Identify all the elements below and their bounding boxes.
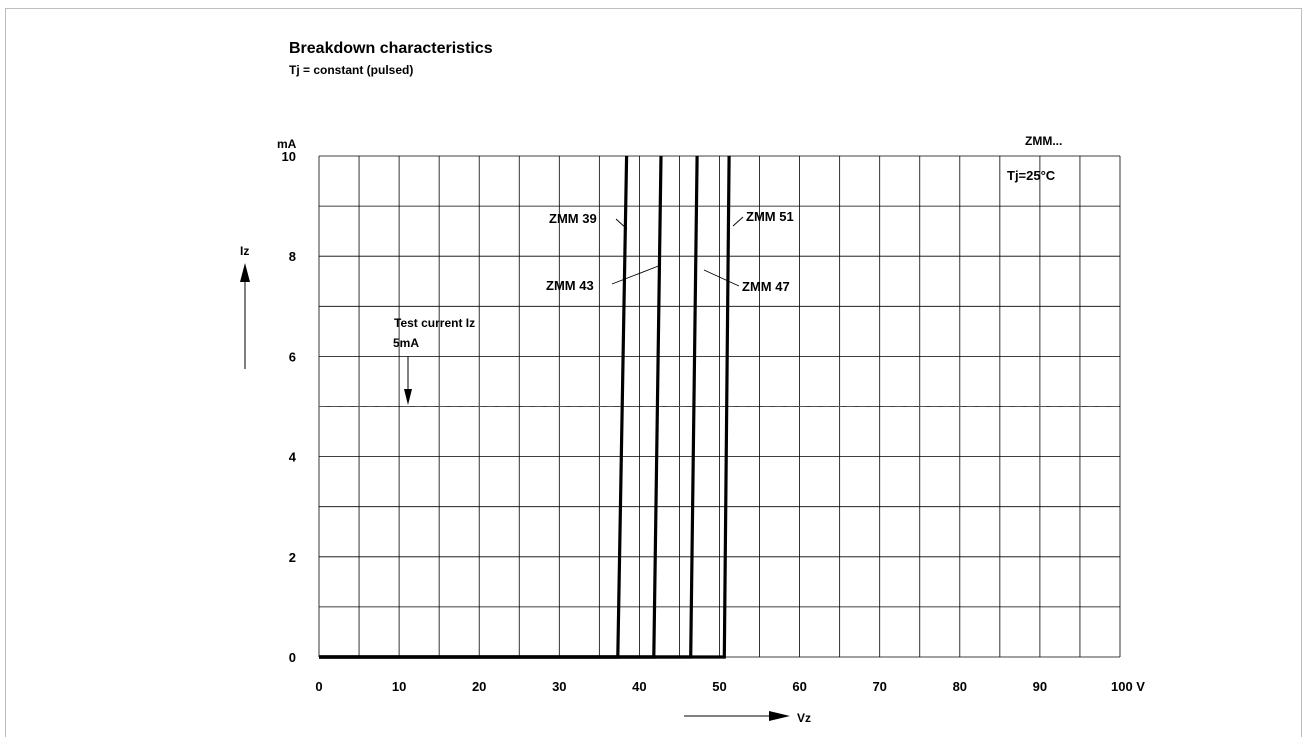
x-tick-label: 20 — [472, 679, 486, 694]
series-label-leader — [611, 264, 662, 285]
y-unit-label: mA — [277, 137, 297, 151]
y-tick-label: 4 — [289, 450, 297, 465]
tick-labels: 0 10 20 30 40 50 60 70 80 90 100 V 0 2 4 6 8 10 — [282, 149, 1146, 694]
test-current-label-line1: Test current Iz — [394, 316, 475, 330]
series-label-leader — [615, 218, 628, 230]
series-line-3 — [319, 155, 731, 659]
axis-arrows — [240, 263, 790, 721]
x-tick-label: 90 — [1033, 679, 1047, 694]
x-tick-label: 0 — [315, 679, 322, 694]
x-tick-label: 100 V — [1111, 679, 1145, 694]
y-tick-label: 2 — [289, 550, 296, 565]
x-tick-label: 50 — [712, 679, 726, 694]
series-label: ZMM 43 — [546, 278, 594, 293]
figure-frame — [5, 8, 1302, 737]
temperature-label: Tj=25°C — [1007, 168, 1056, 183]
x-tick-label: 80 — [953, 679, 967, 694]
y-tick-label: 6 — [289, 349, 296, 364]
y-tick-label: 8 — [289, 249, 296, 264]
x-axis-label: Vz — [797, 711, 811, 725]
y-tick-label: 0 — [289, 650, 296, 665]
series-labels: ZMM 39 ZMM 43 ZMM 47 ZMM 51 — [546, 209, 794, 294]
test-current-arrowhead — [404, 389, 412, 405]
chart-subtitle: Tj = constant (pulsed) — [289, 63, 413, 77]
series-label-leader — [703, 269, 740, 287]
y-axis-arrowhead — [240, 263, 250, 282]
series-label: ZMM 51 — [746, 209, 794, 224]
series-label-leader — [732, 216, 744, 227]
y-tick-label: 10 — [282, 149, 296, 164]
y-axis-label: Iz — [240, 244, 249, 258]
x-tick-label: 40 — [632, 679, 646, 694]
x-tick-label: 30 — [552, 679, 566, 694]
series-label: ZMM 47 — [742, 279, 790, 294]
series-lines — [319, 155, 731, 659]
x-tick-label: 10 — [392, 679, 406, 694]
x-tick-label: 70 — [872, 679, 886, 694]
x-tick-label: 60 — [792, 679, 806, 694]
chart-title: Breakdown characteristics — [289, 40, 493, 57]
series-label: ZMM 39 — [549, 211, 597, 226]
device-label: ZMM... — [1025, 134, 1062, 148]
test-current-line-group — [319, 356, 1120, 407]
test-current-label-line2: 5mA — [393, 336, 419, 350]
x-axis-arrowhead — [769, 711, 790, 721]
